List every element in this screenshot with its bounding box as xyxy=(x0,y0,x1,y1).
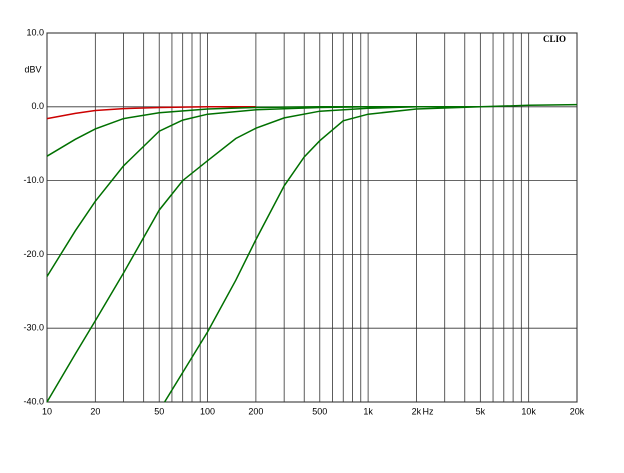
y-unit: dBV xyxy=(24,64,41,74)
y-tick-label: -20.0 xyxy=(23,249,44,259)
y-tick-label: 10.0 xyxy=(26,27,44,37)
x-tick-label: 50 xyxy=(154,406,164,416)
curve xyxy=(46,106,369,157)
x-unit: Hz xyxy=(423,406,434,416)
x-tick-label: 500 xyxy=(312,406,327,416)
x-tick-label: 200 xyxy=(248,406,263,416)
x-tick-label: 10 xyxy=(42,406,52,416)
plot-area xyxy=(46,32,578,403)
curve xyxy=(46,106,417,277)
x-tick-label: 20k xyxy=(570,406,585,416)
x-tick-label: 5k xyxy=(476,406,486,416)
y-tick-label: -30.0 xyxy=(23,323,44,333)
y-tick-label: -40.0 xyxy=(23,396,44,406)
y-tick-label: 0.0 xyxy=(31,101,44,111)
curve xyxy=(46,106,256,120)
brand: CLIO xyxy=(543,34,566,44)
curve xyxy=(163,103,578,403)
x-tick-label: 2k xyxy=(412,406,422,416)
x-tick-label: 20 xyxy=(90,406,100,416)
x-tick-label: 100 xyxy=(200,406,215,416)
x-tick-label: 1k xyxy=(363,406,373,416)
curve xyxy=(46,106,481,403)
y-tick-label: -10.0 xyxy=(23,175,44,185)
x-tick-label: 10k xyxy=(521,406,536,416)
